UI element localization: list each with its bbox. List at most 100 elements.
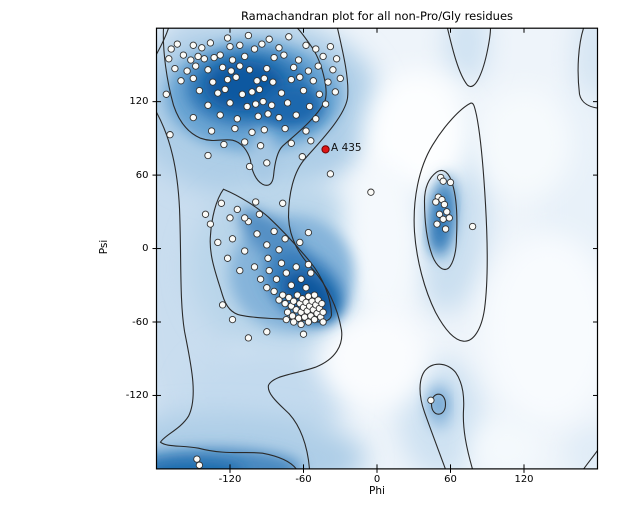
residue-point-alpha [319,308,327,316]
residue-point-lefty [432,198,440,206]
residue-point-alpha [255,210,264,218]
residue-point-beta [319,52,327,61]
residue-point-alpha [281,299,289,308]
residue-point-alpha [297,320,305,329]
residue-point-beta [183,67,191,75]
density-blob [431,393,446,416]
residue-point-alpha [304,228,313,237]
contour-outer-left-bottom [156,111,297,469]
residue-point-beta [189,41,197,49]
residue-point-alpha [304,318,313,326]
residue-point-alpha [253,230,261,238]
residue-point-beta [258,40,266,48]
x-tick-label: 60 [444,474,457,485]
residue-point-beta [332,55,341,63]
residue-point-alpha [228,235,237,243]
residue-point-beta [245,162,254,171]
y-tick-label: -120 [125,389,149,401]
residue-point-alpha [283,308,292,316]
residue-point-lefty [433,220,441,228]
residue-point-lefty [439,215,447,223]
y-tick-label: -60 [132,316,149,328]
residue-point-beta [241,52,249,61]
residue-point-alpha [223,254,232,262]
x-axis-label: Phi [369,485,385,497]
residue-point-beta [223,34,232,42]
residue-point-beta [275,44,283,52]
residue-point-alpha [318,299,326,308]
residue-point-alpha [264,254,272,262]
residue-point-beta [232,73,240,81]
residue-point-beta [296,73,304,81]
x-tick-label: 0 [373,474,381,485]
residue-point-beta [171,64,179,73]
residue-point-beta [280,51,288,59]
residue-point-beta [315,90,324,98]
density-blob [471,418,542,469]
residue-point-beta [233,115,241,123]
residue-point-beta [226,99,234,107]
residue-point-alpha [256,275,265,283]
residue-point-beta [270,53,278,62]
residue-point-alpha [288,312,297,320]
residue-point-beta [312,115,320,123]
residue-point-beta [326,170,335,178]
outlier-layer: A 435 [321,142,362,154]
residue-point-beta [187,56,195,64]
residue-point-beta [324,78,332,86]
residue-point-alpha [233,205,241,214]
residue-point-alpha [319,318,327,326]
residue-point-beta [177,77,185,85]
residue-point-beta [299,86,308,95]
residue-point-lefty [440,200,449,209]
residue-point-beta [166,131,174,139]
residue-point-beta [248,128,256,136]
residue-point-beta [210,53,218,62]
residue-point-beta [179,51,188,59]
residue-point-beta [173,40,181,48]
residue-point-alpha [310,315,319,324]
residue-point-alpha [236,266,244,275]
residue-point-beta [220,140,228,149]
residue-point-alpha [206,220,215,228]
residue-point-beta [268,101,276,109]
residue-point-beta [279,199,287,207]
residue-point-beta [321,100,330,108]
residue-point-alpha [275,296,283,304]
residue-point-beta [285,33,293,41]
residue-point-beta [243,102,251,111]
residue-point-beta [194,52,202,61]
residue-point-lefty [468,222,477,231]
residue-point-alpha [290,297,298,305]
residue-point-beta [192,62,200,70]
residue-point-alpha [310,291,319,299]
residue-point-lefty [441,225,450,233]
residue-point-beta [287,75,295,84]
residue-point-lefty [435,210,444,218]
residue-point-alpha [263,328,271,336]
residue-point-beta [252,198,260,206]
residue-point-alpha [296,238,304,247]
residue-point-beta [206,39,215,47]
chart-title: Ramachandran plot for all non-Pro/Gly re… [240,9,514,23]
residue-point-alpha [299,330,308,338]
residue-point-alpha [272,275,281,283]
residue-point-beta [244,31,253,40]
density-blob [319,308,430,409]
residue-point-beta [231,124,239,133]
residue-point-beta [292,111,300,119]
residue-point-other [427,396,435,404]
residue-point-alpha [293,291,302,299]
residue-point-beta [228,56,237,64]
residue-point-beta [312,45,320,53]
residue-point-alpha [307,269,315,277]
residue-point-lefty [439,177,447,185]
residue-point-beta [287,139,295,147]
residue-point-beta [189,113,197,122]
residue-point-beta [248,88,256,96]
residue-point-alpha [241,214,249,222]
residue-point-alpha [302,284,310,292]
residue-point-beta [256,142,265,150]
residue-point-beta [216,51,224,59]
residue-point-beta [207,127,216,135]
